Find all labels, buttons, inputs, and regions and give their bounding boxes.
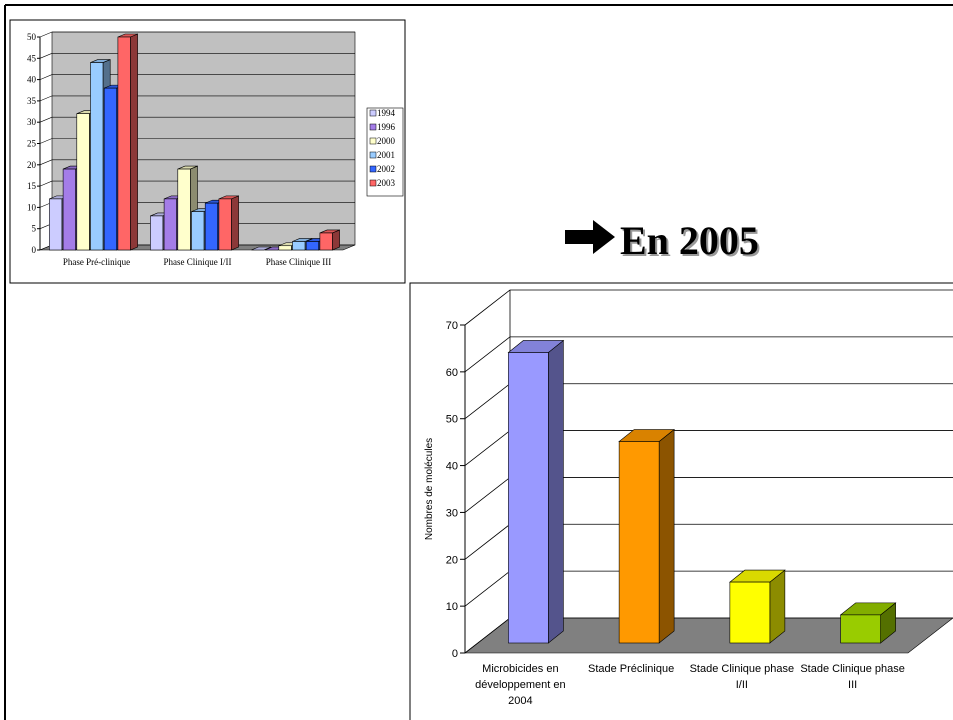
bar [103,87,117,251]
bar [840,614,881,644]
legend-swatch [369,123,377,131]
grid-line [39,159,355,166]
y-tick-label: 0 [32,245,37,255]
y-tick-label: 15 [27,181,37,191]
bar [305,241,320,251]
legend-label: 2003 [377,178,396,188]
bar-side [130,33,138,251]
y-tick-label: 20 [27,160,37,170]
bar [163,198,177,251]
bar-side [548,339,564,644]
y-tick-label: 50 [446,414,458,426]
bar-side [332,229,340,251]
y-tick-label: 0 [452,648,458,660]
y-tick-label: 40 [27,75,37,85]
bar [117,36,131,251]
y-tick-label: 10 [446,601,458,613]
legend-label: 1994 [377,108,396,118]
bar [218,198,232,251]
bar [177,168,191,251]
y-tick-label: 30 [446,507,458,519]
grid-line [39,180,355,187]
grid-line [39,31,355,38]
x-tick-label: Phase Clinique III [266,257,332,267]
bar [191,211,205,251]
grid-line [39,74,355,80]
grid-line [39,138,355,144]
bar [319,232,333,251]
x-tick-label: Stade Préclinique [588,663,675,675]
bar [76,113,90,251]
y-tick-label: 35 [27,96,37,106]
y-tick-label: 25 [27,139,37,149]
legend-label: 2002 [377,164,395,174]
y-tick-label: 70 [446,320,458,332]
legend-swatch [369,109,377,117]
chart-frame [409,282,953,720]
x-tick-label: Phase Pré-clinique [63,257,130,267]
bar [204,202,218,251]
bar-side [658,428,675,644]
heading: En 2005 [620,218,759,263]
legend-swatch [369,137,377,145]
y-tick-label: 5 [32,224,37,234]
bar-side [231,195,239,251]
x-tick-label: Stade Clinique phase III [800,663,905,691]
bar [618,441,660,644]
heading-shadow: En 2005 [622,220,761,265]
legend-label: 2000 [377,136,396,146]
y-tick-label: 45 [27,53,37,63]
legend-swatch [369,165,377,173]
bar [508,352,549,644]
legend-swatch [369,179,377,187]
bar [278,245,292,251]
legend-swatch [369,151,377,159]
bar [729,581,771,644]
y-tick-label: 50 [27,32,37,42]
bar [150,215,164,251]
x-tick-label: Microbicides en développement en 2004 [475,663,566,707]
bar-top [251,246,272,251]
bar [292,241,306,251]
x-tick-label: Phase Clinique I/II [164,257,232,267]
y-axis-label: Nombres de molécules [424,438,435,540]
x-tick-label: Stade Clinique phase I/II [689,663,795,691]
grid-line [39,116,355,123]
y-tick-label: 60 [446,367,458,379]
y-tick-label: 30 [27,117,37,127]
bar [62,168,76,251]
y-tick-label: 40 [446,461,458,473]
bar-side [769,569,786,644]
bar [49,198,63,251]
legend-label: 2001 [377,150,395,160]
y-tick-label: 10 [27,202,37,212]
y-tick-label: 20 [446,554,458,566]
legend-label: 1996 [377,122,396,132]
bar [90,62,104,251]
arrow-icon [565,220,615,254]
grid-line [39,52,355,59]
grid-line [39,95,355,102]
